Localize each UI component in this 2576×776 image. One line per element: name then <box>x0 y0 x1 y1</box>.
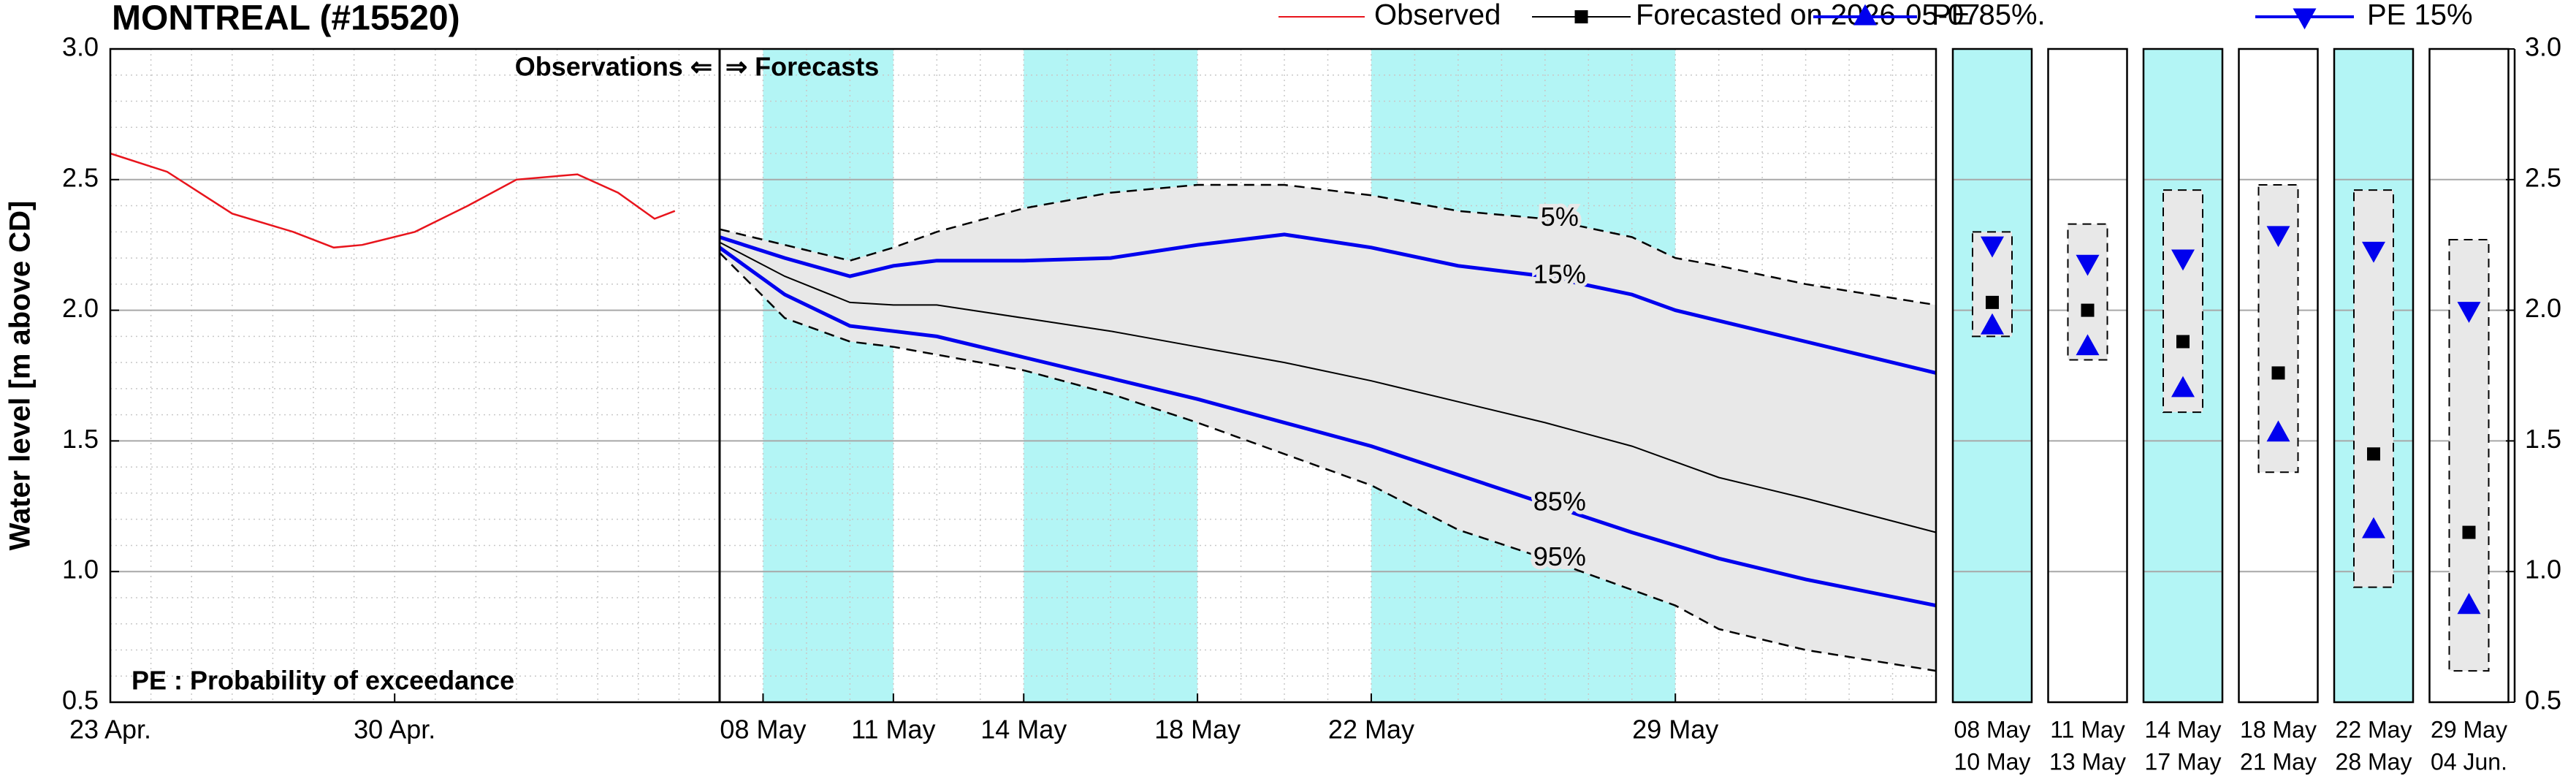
y-tick-label: 2.0 <box>62 293 99 323</box>
line-label: 95% <box>1533 541 1586 571</box>
series-line <box>110 152 676 249</box>
forecast-marker <box>2271 366 2285 380</box>
pe85-marker <box>2171 376 2195 397</box>
y-axis-label: Water level [m above CD] <box>4 201 37 551</box>
forecast-marker <box>2367 447 2380 461</box>
y-tick-label: 3.0 <box>2525 32 2561 62</box>
plot-frame <box>109 47 1937 704</box>
legend-label: PE 85%. <box>1932 0 2046 31</box>
legend-label: PE 15% <box>2367 0 2473 31</box>
series-line <box>719 232 1937 375</box>
x-tick-label: 30 Apr. <box>354 715 435 745</box>
x-tick-label: 08 May <box>720 715 806 745</box>
pe15-marker <box>2076 254 2100 276</box>
period-label: 17 May <box>2145 748 2222 775</box>
legend-label: Forecasted on 2026-05-07 <box>1636 0 1980 31</box>
forecast-marker <box>1986 295 1999 309</box>
period-label: 14 May <box>2145 716 2222 742</box>
period-label: 08 May <box>1954 716 2031 742</box>
pe15-marker <box>2457 302 2481 323</box>
section-label: Observations ⇐ <box>515 52 712 82</box>
period-panel <box>1953 49 2032 702</box>
y-tick-label: 1.5 <box>62 424 99 454</box>
x-tick-label: 14 May <box>980 715 1067 745</box>
pe85-marker <box>2457 593 2481 615</box>
y-tick-label: 1.5 <box>2525 424 2561 454</box>
period-panel <box>2048 49 2127 702</box>
period-label: 10 May <box>1954 748 2031 775</box>
forecast-marker <box>2462 525 2476 539</box>
pe85-marker <box>2266 420 2290 442</box>
series-line <box>718 246 1937 608</box>
shaded-period <box>763 49 893 702</box>
pe15-marker <box>2266 226 2290 248</box>
line-label: 5% <box>1541 202 1579 232</box>
section-label: ⇒ Forecasts <box>725 52 879 82</box>
pe85-marker <box>2362 517 2385 539</box>
y-tick-label: 2.5 <box>2525 162 2561 192</box>
pe15-marker <box>2362 241 2385 263</box>
legend-marker <box>1853 4 1877 26</box>
pe85-marker <box>2076 334 2100 356</box>
y-tick-label: 0.5 <box>2525 685 2561 715</box>
y-tick-label: 2.0 <box>2525 293 2561 323</box>
y-tick-label: 0.5 <box>62 685 99 715</box>
note: PE : Probability of exceedance <box>132 666 514 696</box>
y-tick-label: 1.0 <box>62 555 99 585</box>
period-label: 28 May <box>2336 748 2412 775</box>
legend-label: Observed <box>1374 0 1501 31</box>
period-label: 21 May <box>2240 748 2317 775</box>
period-label: 29 May <box>2431 716 2507 742</box>
y-tick-label: 3.0 <box>62 32 99 62</box>
pe85-marker <box>1981 313 2004 335</box>
period-label: 18 May <box>2240 716 2317 742</box>
x-tick-label: 18 May <box>1154 715 1241 745</box>
line-label: 85% <box>1533 487 1586 517</box>
x-tick-label: 22 May <box>1328 715 1414 745</box>
y-tick-label: 2.5 <box>62 162 99 192</box>
range-box <box>2162 189 2203 414</box>
line-label: 15% <box>1533 259 1586 289</box>
panel-frame <box>2142 47 2224 704</box>
period-label: 13 May <box>2049 748 2126 775</box>
panel-frame <box>2333 47 2415 704</box>
y-tick-label: 1.0 <box>2525 555 2561 585</box>
x-tick-label: 11 May <box>851 715 935 745</box>
panel-frame <box>2238 47 2319 704</box>
legend-marker <box>2293 8 2317 30</box>
panel-frame <box>2047 47 2128 704</box>
series-line <box>719 241 1937 533</box>
pe15-marker <box>2171 249 2195 271</box>
band-edge <box>719 252 1937 672</box>
forecast-marker <box>2176 335 2190 349</box>
period-label: 11 May <box>2050 716 2125 742</box>
x-tick-label: 29 May <box>1632 715 1718 745</box>
forecast-marker <box>2081 303 2095 317</box>
period-label: 04 Jun. <box>2431 748 2507 775</box>
pe15-marker <box>1981 236 2004 258</box>
panel-frame <box>1951 47 2033 704</box>
panel-frame <box>2428 47 2510 704</box>
period-label: 22 May <box>2336 716 2412 742</box>
band-edge <box>719 183 1937 306</box>
x-tick-label: 23 Apr. <box>69 715 151 745</box>
legend-marker <box>1574 10 1588 23</box>
chart-title: MONTREAL (#15520) <box>112 0 460 38</box>
band-fill <box>720 184 1936 672</box>
